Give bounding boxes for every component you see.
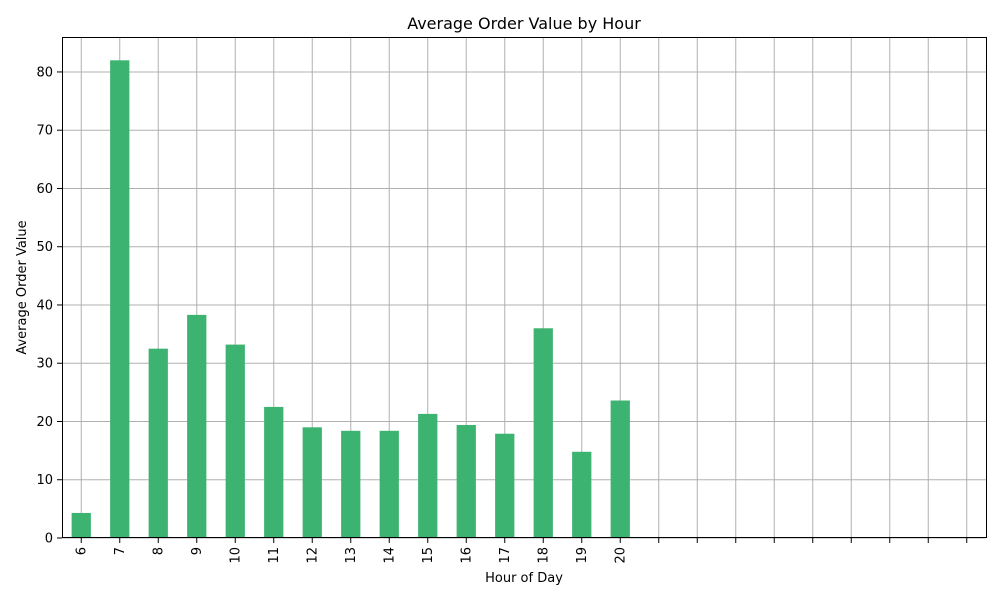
bar — [533, 328, 553, 538]
bar — [379, 430, 399, 538]
y-tick-label: 20 — [36, 415, 53, 430]
bar — [495, 433, 515, 538]
bar — [71, 512, 91, 538]
bar — [225, 344, 245, 538]
x-tick-label: 9 — [190, 547, 205, 555]
x-tick-label: 14 — [382, 547, 397, 564]
x-tick-label: 7 — [113, 547, 128, 555]
y-tick-label: 60 — [36, 182, 53, 197]
bar — [302, 427, 322, 538]
y-tick-label: 0 — [45, 532, 53, 547]
y-tick-label: 10 — [36, 473, 53, 488]
bar — [187, 314, 207, 538]
bar — [418, 413, 438, 538]
bar — [572, 451, 592, 538]
x-tick-label: 15 — [421, 547, 436, 564]
bar-layer — [71, 60, 630, 538]
x-tick-label: 17 — [498, 547, 513, 564]
chart-title: Average Order Value by Hour — [407, 14, 641, 33]
bar — [148, 348, 168, 538]
x-tick-label: 8 — [151, 547, 166, 555]
x-tick-label: 12 — [305, 547, 320, 564]
plot-frame — [62, 37, 987, 538]
bar — [110, 60, 130, 538]
x-tick-label: 18 — [536, 547, 551, 564]
y-tick-label: 40 — [36, 298, 53, 313]
x-tick-label: 19 — [575, 547, 590, 564]
x-tick-label: 20 — [613, 547, 628, 564]
x-axis-label: Hour of Day — [485, 571, 563, 586]
bar — [341, 430, 361, 538]
y-axis-label: Average Order Value — [15, 220, 30, 354]
bar — [264, 406, 284, 538]
y-tick-label: 30 — [36, 357, 53, 372]
y-tick-label: 70 — [36, 124, 53, 139]
bar — [456, 424, 476, 538]
x-tick-label: 10 — [228, 547, 243, 564]
x-tick-label: 13 — [344, 547, 359, 564]
y-tick-label: 50 — [36, 240, 53, 255]
x-tick-label: 6 — [74, 547, 89, 555]
tick-layer: 6 7 8 9 10 11 12 13 14 15 16 17 18 19 20 0 10 20 30 40 50 60 7… — [36, 65, 968, 564]
bar — [610, 400, 630, 538]
x-tick-label: 16 — [459, 547, 474, 564]
y-tick-label: 80 — [36, 65, 53, 80]
x-tick-label: 11 — [267, 547, 282, 564]
